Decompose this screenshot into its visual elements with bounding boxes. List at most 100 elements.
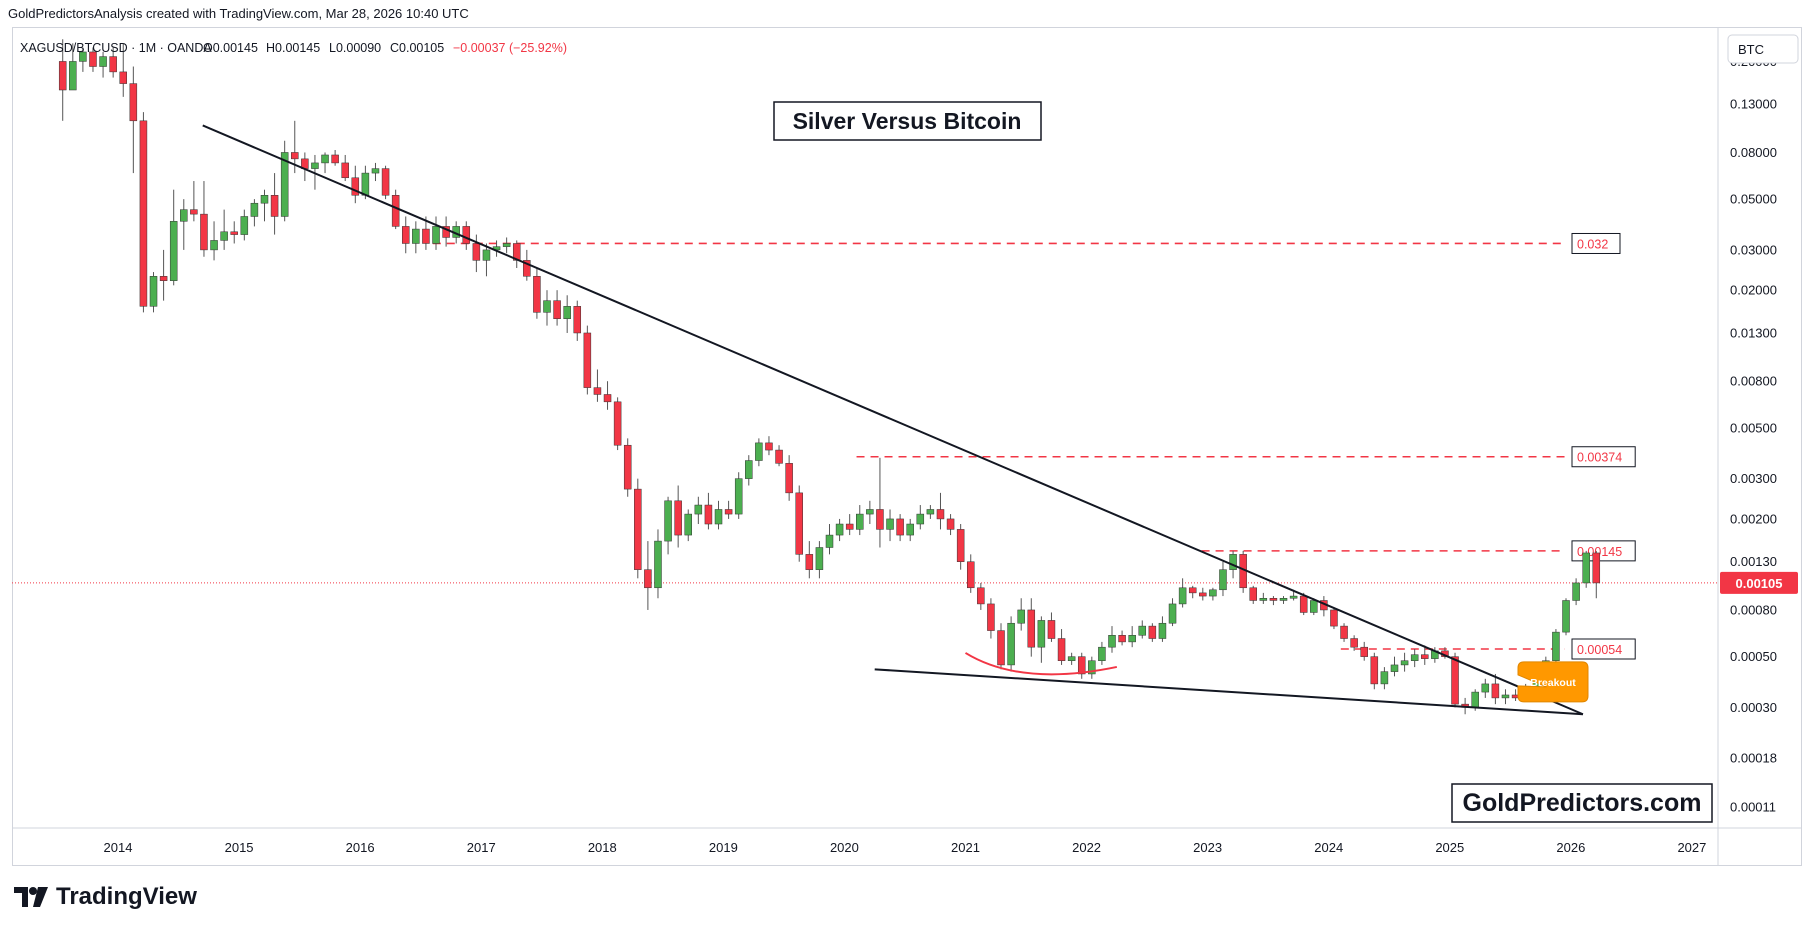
legend-symbol[interactable]: XAGUSD/BTCUSD · 1M · OANDA <box>20 41 212 55</box>
candle-down[interactable] <box>109 47 117 78</box>
candle-down[interactable] <box>230 221 238 244</box>
candle-down[interactable] <box>422 216 430 250</box>
candle-down[interactable] <box>1077 652 1086 679</box>
candle-up[interactable] <box>482 243 491 277</box>
candle-down[interactable] <box>845 514 854 536</box>
candle-up[interactable] <box>1088 656 1096 679</box>
candle-up[interactable] <box>69 43 77 91</box>
candle-down[interactable] <box>613 397 622 451</box>
bottom-arc[interactable] <box>964 652 1118 676</box>
ohlc-legend[interactable]: XAGUSD/BTCUSD · 1M · OANDA O0.00145 H0.0… <box>20 41 567 55</box>
candle-down[interactable] <box>765 436 773 456</box>
candle-up[interactable] <box>1158 616 1167 642</box>
candle-up[interactable] <box>1098 641 1106 665</box>
tradingview-footer[interactable]: TradingView <box>14 882 197 912</box>
candle-down[interactable] <box>1188 585 1197 599</box>
currency-button[interactable] <box>1727 34 1799 64</box>
price-axis[interactable]: 0.200000.130000.080000.050000.030000.020… <box>1730 54 1777 815</box>
candle-down[interactable] <box>1239 550 1247 593</box>
chart-annotations[interactable]: Breakout <box>964 652 1589 703</box>
candle-down[interactable] <box>1360 641 1368 661</box>
candle-up[interactable] <box>886 509 894 542</box>
candle-down[interactable] <box>704 492 713 530</box>
candle-up[interactable] <box>371 162 380 182</box>
candle-up[interactable] <box>1259 592 1268 604</box>
candle-down[interactable] <box>896 514 904 542</box>
breakout-callout[interactable] <box>1517 661 1589 703</box>
candle-up[interactable] <box>180 199 188 250</box>
candle-down[interactable] <box>1320 596 1328 617</box>
candle-down[interactable] <box>956 524 965 570</box>
time-axis[interactable]: 2014 2015 2016 2017 2018 2019 2020 2021 2022 2023… <box>104 840 1814 855</box>
candle-down[interactable] <box>936 492 945 530</box>
candle-down[interactable] <box>1269 596 1278 606</box>
candle-down[interactable] <box>644 541 652 610</box>
candle-down[interactable] <box>775 445 783 467</box>
candle-up[interactable] <box>916 505 925 530</box>
candle-down[interactable] <box>1118 630 1126 646</box>
candle-up[interactable] <box>563 295 571 333</box>
candle-up[interactable] <box>1209 587 1217 601</box>
candle-down[interactable] <box>674 485 682 548</box>
candle-down[interactable] <box>1592 550 1601 599</box>
candle-up[interactable] <box>664 496 672 555</box>
candle-up[interactable] <box>169 189 178 286</box>
candle-up[interactable] <box>260 189 269 222</box>
candle-down[interactable] <box>805 541 814 579</box>
candle-down[interactable] <box>1047 612 1056 642</box>
candle-down[interactable] <box>351 165 360 204</box>
candle-up[interactable] <box>815 541 824 579</box>
candle-down[interactable] <box>119 43 127 97</box>
candle-up[interactable] <box>1562 598 1570 636</box>
candle-up[interactable] <box>1108 626 1116 653</box>
candle-down[interactable] <box>301 152 309 182</box>
candle-up[interactable] <box>1168 598 1177 627</box>
candle-up[interactable] <box>694 496 703 525</box>
candle-down[interactable] <box>1330 607 1338 630</box>
candle-up[interactable] <box>866 500 874 525</box>
candle-down[interactable] <box>512 240 521 269</box>
candle-up[interactable] <box>1552 629 1560 663</box>
candle-down[interactable] <box>270 173 279 235</box>
candle-up[interactable] <box>926 505 935 519</box>
trendlines[interactable] <box>202 124 1584 716</box>
candle-down[interactable] <box>724 500 733 519</box>
watermark-box[interactable]: GoldPredictors.com <box>1451 783 1713 823</box>
candle-up[interactable] <box>1128 626 1136 648</box>
candle-down[interactable] <box>391 189 400 230</box>
candle-up[interactable] <box>734 472 743 519</box>
candle-up[interactable] <box>149 272 158 313</box>
candle-down[interactable] <box>603 381 612 410</box>
candle-down[interactable] <box>1199 587 1207 601</box>
candle-down[interactable] <box>1340 623 1348 642</box>
candle-down[interactable] <box>1491 673 1500 705</box>
candle-up[interactable] <box>714 500 723 530</box>
candle-down[interactable] <box>997 623 1005 670</box>
candle-up[interactable] <box>906 518 914 542</box>
candle-down[interactable] <box>442 216 450 247</box>
candle-up[interactable] <box>1138 620 1147 639</box>
candle-down[interactable] <box>946 514 955 536</box>
candle-down[interactable] <box>1350 635 1358 651</box>
candle-down[interactable] <box>1451 652 1459 708</box>
candle-up[interactable] <box>1037 616 1046 663</box>
candle-down[interactable] <box>341 154 349 182</box>
candle-down[interactable] <box>533 268 541 319</box>
candle-up[interactable] <box>1390 656 1399 677</box>
candle-down[interactable] <box>573 300 582 341</box>
candle-down[interactable] <box>987 598 995 639</box>
candle-down[interactable] <box>472 234 481 273</box>
candle-down[interactable] <box>523 249 531 281</box>
candle-up[interactable] <box>1219 561 1227 597</box>
candle-up[interactable] <box>745 455 753 486</box>
candle-up[interactable] <box>1380 667 1389 690</box>
candle-down[interactable] <box>1057 629 1066 665</box>
candle-up[interactable] <box>1067 652 1076 665</box>
candle-down[interactable] <box>977 582 985 610</box>
candle-down[interactable] <box>966 554 975 593</box>
candle-down[interactable] <box>331 150 339 166</box>
candle-up[interactable] <box>1017 598 1025 631</box>
trendline[interactable] <box>874 668 1584 716</box>
candle-up[interactable] <box>432 216 440 250</box>
